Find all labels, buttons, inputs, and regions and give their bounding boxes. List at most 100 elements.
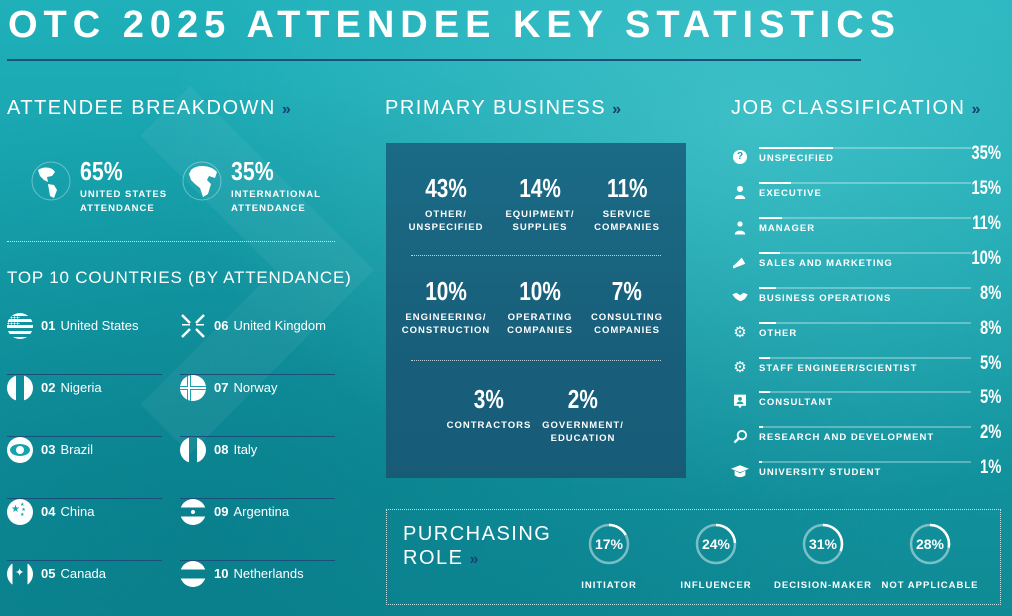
job-label: EXECUTIVE bbox=[759, 188, 822, 199]
job-bar-track bbox=[759, 287, 971, 289]
question-icon: ? bbox=[730, 147, 750, 167]
international-attendance-label-2: ATTENDANCE bbox=[231, 203, 306, 214]
country-name: Canada bbox=[60, 566, 107, 581]
business-label: ENGINEERING/ bbox=[405, 312, 487, 323]
job-bar-fill bbox=[759, 252, 781, 254]
magnifier-icon bbox=[730, 426, 750, 446]
us-attendance-percent: 65% bbox=[80, 156, 123, 186]
chevron-right-icon: » bbox=[971, 101, 980, 118]
chevron-right-icon: » bbox=[469, 551, 478, 568]
business-label: OPERATING bbox=[507, 312, 573, 323]
uk-flag-icon bbox=[180, 313, 206, 339]
top-countries-heading: TOP 10 COUNTRIES (BY ATTENDANCE) bbox=[7, 268, 352, 287]
job-bar-track bbox=[759, 391, 971, 393]
primary-business-panel: 43% OTHER/ UNSPECIFIED 14% EQUIPMENT/ SU… bbox=[386, 143, 686, 478]
job-percent: 2% bbox=[979, 422, 1001, 443]
country-name: Argentina bbox=[233, 504, 290, 519]
business-stat: 11% SERVICE COMPANIES bbox=[577, 173, 677, 234]
job-label: RESEARCH AND DEVELOPMENT bbox=[759, 432, 935, 443]
us-flag-icon bbox=[7, 313, 33, 339]
business-label: COMPANIES bbox=[594, 222, 660, 233]
china-flag-icon: ★ ★ ★ ★ bbox=[7, 499, 33, 525]
job-label: UNSPECIFIED bbox=[759, 153, 834, 164]
international-attendance-label-1: INTERNATIONAL bbox=[231, 189, 321, 200]
country-item: 10 Netherlands bbox=[180, 561, 335, 616]
job-bar-fill bbox=[759, 322, 776, 324]
business-label: EQUIPMENT/ bbox=[505, 209, 575, 220]
international-attendance-percent: 35% bbox=[231, 156, 274, 186]
country-name: Italy bbox=[233, 442, 258, 457]
primary-business-heading-text: PRIMARY BUSINESS bbox=[385, 97, 607, 119]
ring-label: INFLUENCER bbox=[680, 580, 752, 591]
job-bar-fill bbox=[759, 147, 834, 149]
purchasing-role-panel: PURCHASING ROLE » 17% INITIATOR 24% INFLU… bbox=[386, 509, 1001, 605]
breakdown-divider bbox=[7, 241, 335, 242]
ring-label: NOT APPLICABLE bbox=[881, 580, 979, 591]
job-bar-fill bbox=[759, 287, 776, 289]
business-divider bbox=[411, 255, 661, 256]
business-percent: 11% bbox=[606, 173, 648, 203]
country-name: China bbox=[60, 504, 95, 519]
business-percent: 2% bbox=[567, 384, 599, 414]
country-rank: 09 bbox=[214, 504, 229, 519]
job-label: UNIVERSITY STUDENT bbox=[759, 467, 882, 478]
argentina-flag-icon bbox=[180, 499, 206, 525]
purchasing-role-heading: PURCHASING ROLE » bbox=[403, 522, 551, 572]
country-item: ✦ 05 Canada bbox=[7, 561, 162, 616]
job-classification-heading-text: JOB CLASSIFICATION bbox=[731, 97, 966, 119]
progress-ring: 28% bbox=[908, 522, 952, 566]
country-rank: 04 bbox=[41, 504, 56, 519]
business-label: GOVERNMENT/ bbox=[542, 420, 624, 431]
netherlands-flag-icon bbox=[180, 561, 206, 587]
job-row: BUSINESS OPERATIONS 8% bbox=[730, 283, 1005, 318]
job-row: ⚙ STAFF ENGINEER/SCIENTIST 5% bbox=[730, 353, 1005, 388]
graduation-cap-icon bbox=[730, 461, 750, 481]
country-item: 08 Italy bbox=[180, 437, 335, 499]
business-stat: 3% CONTRACTORS bbox=[439, 384, 539, 432]
job-row: RESEARCH AND DEVELOPMENT 2% bbox=[730, 422, 1005, 457]
country-item: 07 Norway bbox=[180, 375, 335, 437]
progress-ring: 31% bbox=[801, 522, 845, 566]
progress-ring: 24% bbox=[694, 522, 738, 566]
country-rank: 06 bbox=[214, 318, 229, 333]
business-percent: 43% bbox=[425, 173, 467, 203]
business-label: OTHER/ bbox=[425, 209, 467, 220]
job-label: BUSINESS OPERATIONS bbox=[759, 293, 892, 304]
job-row: SALES AND MARKETING 10% bbox=[730, 248, 1005, 283]
job-bar-track bbox=[759, 252, 971, 254]
purchasing-role-heading-line2: ROLE bbox=[403, 547, 464, 569]
primary-business-heading: PRIMARY BUSINESS » bbox=[385, 97, 621, 120]
chevron-right-icon: » bbox=[612, 101, 621, 118]
megaphone-icon bbox=[730, 252, 750, 272]
country-rank: 10 bbox=[214, 566, 229, 581]
job-bar-fill bbox=[759, 426, 764, 428]
business-label: COMPANIES bbox=[594, 325, 660, 336]
manager-icon bbox=[730, 217, 750, 237]
job-percent: 10% bbox=[971, 248, 1001, 269]
country-item: 09 Argentina bbox=[180, 499, 335, 561]
norway-flag-icon bbox=[180, 375, 206, 401]
country-item: 03 Brazil bbox=[7, 437, 162, 499]
job-classification-heading: JOB CLASSIFICATION » bbox=[731, 97, 980, 120]
business-stat: 2% GOVERNMENT/ EDUCATION bbox=[533, 384, 633, 445]
purchasing-role-stat: 28% NOT APPLICABLE bbox=[880, 522, 980, 591]
job-row: UNIVERSITY STUDENT 1% bbox=[730, 457, 1005, 492]
business-percent: 14% bbox=[519, 173, 561, 203]
country-item: 06 United Kingdom bbox=[180, 313, 335, 375]
us-attendance-stat: 65% UNITED STATES ATTENDANCE bbox=[30, 158, 167, 216]
purchasing-role-stat: 31% DECISION-MAKER bbox=[773, 522, 873, 591]
job-label: STAFF ENGINEER/SCIENTIST bbox=[759, 363, 918, 374]
business-stat: 10% OPERATING COMPANIES bbox=[490, 276, 590, 337]
job-bar-track bbox=[759, 217, 971, 219]
job-label: MANAGER bbox=[759, 223, 816, 234]
gear-icon: ⚙ bbox=[733, 324, 747, 341]
job-percent: 8% bbox=[979, 283, 1001, 304]
country-rank: 01 bbox=[41, 318, 56, 333]
job-label: CONSULTANT bbox=[759, 397, 834, 408]
country-name: United States bbox=[60, 318, 139, 333]
job-label: OTHER bbox=[759, 328, 798, 339]
country-item: 02 Nigeria bbox=[7, 375, 162, 437]
ring-label: DECISION-MAKER bbox=[774, 580, 872, 591]
job-row: ⚙ OTHER 8% bbox=[730, 318, 1005, 353]
job-bar-track bbox=[759, 147, 971, 149]
